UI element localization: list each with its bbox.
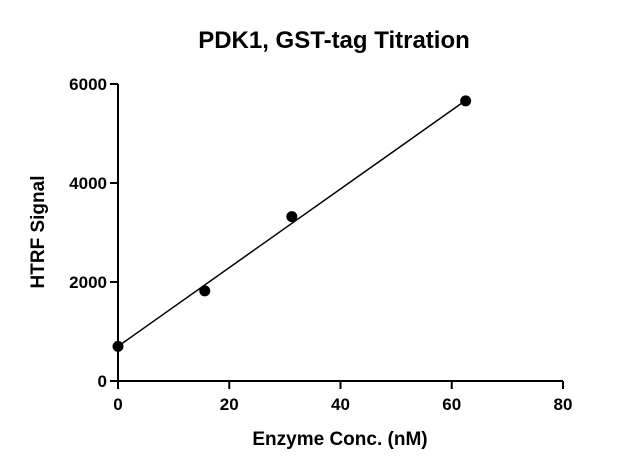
y-axis-label: HTRF Signal bbox=[28, 176, 49, 289]
x-tick-label-0: 0 bbox=[113, 395, 122, 414]
data-point-3 bbox=[460, 95, 472, 107]
y-tick-label-0: 0 bbox=[98, 372, 107, 391]
x-axis-label: Enzyme Conc. (nM) bbox=[252, 429, 427, 450]
axes: 0 2000 4000 6000 0 20 40 60 80 bbox=[69, 75, 572, 414]
y-tick-label-2000: 2000 bbox=[69, 273, 107, 292]
fit-line-0 bbox=[117, 99, 467, 347]
x-tick-label-40: 40 bbox=[331, 395, 350, 414]
y-tick-label-4000: 4000 bbox=[69, 174, 107, 193]
fit-line-layer bbox=[117, 99, 467, 347]
chart-title: PDK1, GST-tag Titration bbox=[198, 27, 470, 54]
x-tick-label-60: 60 bbox=[442, 395, 461, 414]
y-tick-label-6000: 6000 bbox=[69, 75, 107, 94]
data-point-1 bbox=[199, 285, 211, 297]
data-point-2 bbox=[286, 211, 298, 223]
data-points bbox=[112, 95, 472, 352]
data-point-0 bbox=[112, 340, 124, 352]
x-tick-label-20: 20 bbox=[220, 395, 239, 414]
x-tick-label-80: 80 bbox=[554, 395, 573, 414]
